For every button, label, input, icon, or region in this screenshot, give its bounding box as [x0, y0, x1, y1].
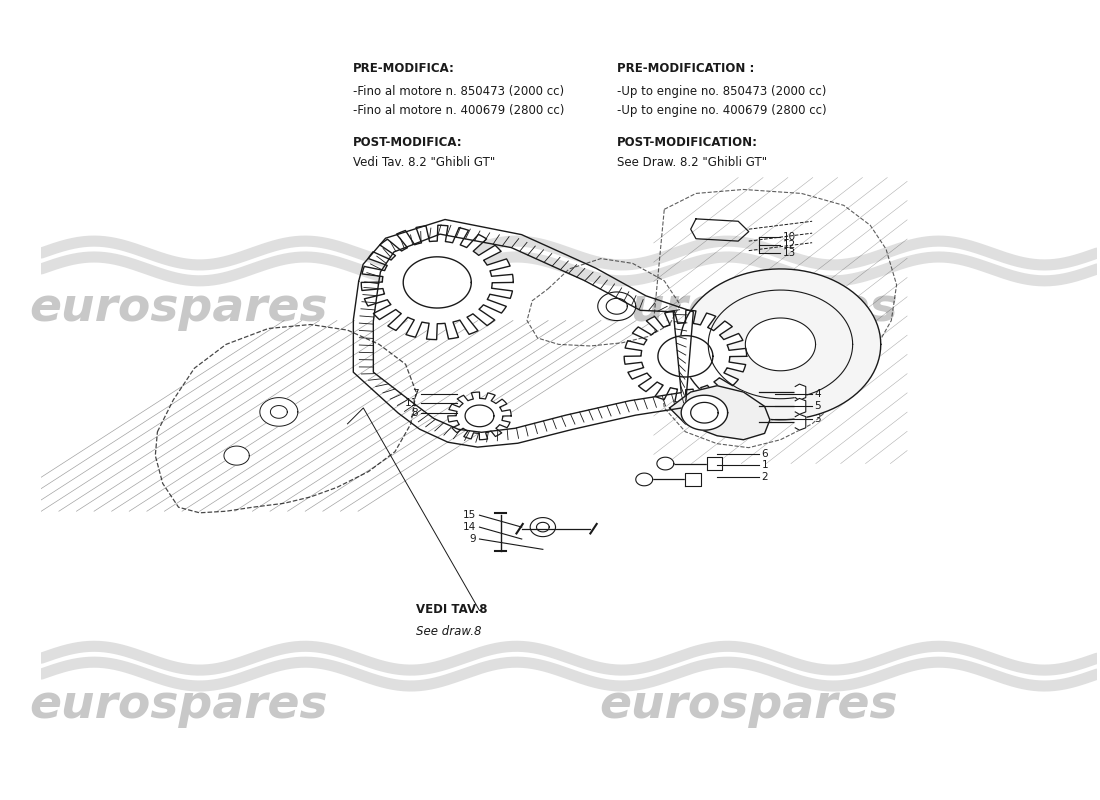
Text: -Fino al motore n. 400679 (2800 cc): -Fino al motore n. 400679 (2800 cc): [353, 105, 564, 118]
Text: PRE-MODIFICA:: PRE-MODIFICA:: [353, 62, 454, 75]
Text: eurospares: eurospares: [600, 286, 898, 331]
Text: See draw.8: See draw.8: [416, 625, 482, 638]
Polygon shape: [795, 384, 806, 400]
Text: eurospares: eurospares: [30, 286, 328, 331]
Text: -Up to engine no. 850473 (2000 cc): -Up to engine no. 850473 (2000 cc): [617, 85, 826, 98]
Polygon shape: [658, 336, 713, 377]
Polygon shape: [685, 473, 701, 486]
Text: 14: 14: [463, 522, 476, 532]
Text: eurospares: eurospares: [30, 683, 328, 728]
Polygon shape: [224, 446, 250, 465]
Text: 2: 2: [761, 472, 768, 482]
Text: 15: 15: [463, 510, 476, 520]
Text: 8: 8: [411, 408, 418, 418]
Text: -Fino al motore n. 850473 (2000 cc): -Fino al motore n. 850473 (2000 cc): [353, 85, 564, 98]
Polygon shape: [657, 458, 674, 470]
Text: POST-MODIFICA:: POST-MODIFICA:: [353, 136, 462, 150]
Polygon shape: [260, 398, 298, 426]
Polygon shape: [795, 414, 806, 430]
Text: 1: 1: [761, 460, 768, 470]
Polygon shape: [680, 269, 881, 420]
Polygon shape: [530, 518, 556, 537]
Polygon shape: [404, 257, 471, 308]
Polygon shape: [448, 392, 512, 440]
Polygon shape: [465, 405, 494, 426]
Text: Vedi Tav. 8.2 "Ghibli GT": Vedi Tav. 8.2 "Ghibli GT": [353, 156, 495, 169]
Polygon shape: [624, 310, 747, 402]
Polygon shape: [795, 398, 806, 414]
Polygon shape: [706, 457, 723, 470]
Text: VEDI TAV.8: VEDI TAV.8: [416, 602, 487, 615]
Polygon shape: [746, 318, 815, 371]
Polygon shape: [597, 292, 636, 321]
Text: 7: 7: [411, 389, 418, 398]
Text: 5: 5: [814, 402, 821, 411]
Text: See Draw. 8.2 "Ghibli GT": See Draw. 8.2 "Ghibli GT": [617, 156, 767, 169]
Text: 10: 10: [782, 232, 795, 242]
Text: 4: 4: [814, 389, 821, 398]
Text: POST-MODIFICATION:: POST-MODIFICATION:: [617, 136, 758, 150]
Text: 3: 3: [814, 414, 821, 424]
Polygon shape: [670, 386, 770, 440]
Text: eurospares: eurospares: [600, 683, 898, 728]
Text: 13: 13: [782, 248, 795, 258]
Text: -Up to engine no. 400679 (2800 cc): -Up to engine no. 400679 (2800 cc): [617, 105, 826, 118]
Text: PRE-MODIFICATION :: PRE-MODIFICATION :: [617, 62, 755, 75]
Text: 9: 9: [470, 534, 476, 544]
Text: 6: 6: [761, 449, 768, 459]
Polygon shape: [681, 395, 727, 430]
Polygon shape: [361, 226, 514, 340]
Text: 12: 12: [782, 240, 795, 250]
Text: 11: 11: [405, 398, 418, 408]
Polygon shape: [636, 473, 652, 486]
